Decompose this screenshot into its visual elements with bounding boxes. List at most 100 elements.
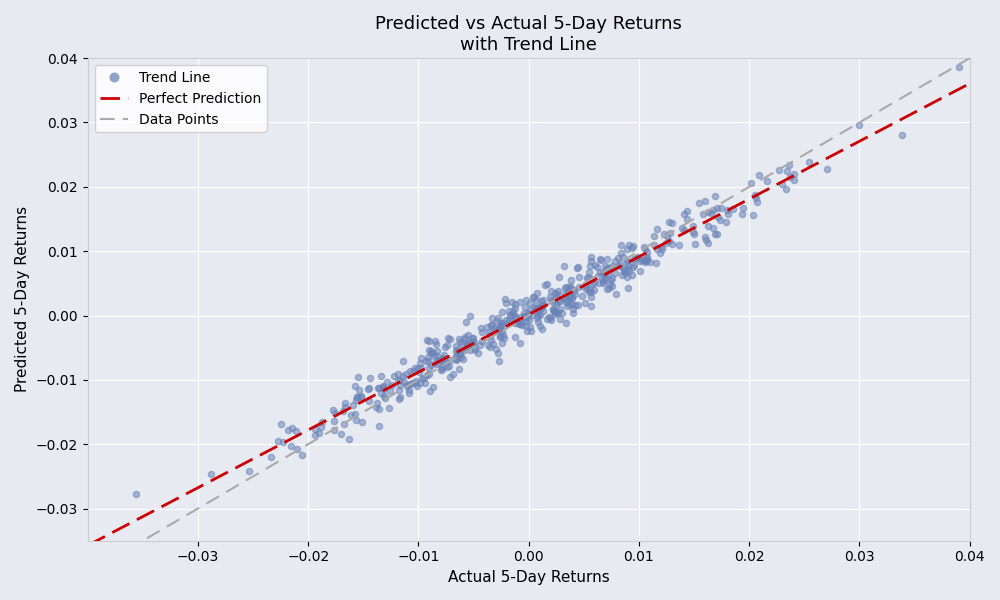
Point — [481, 328, 497, 337]
Point — [454, 339, 470, 349]
Point — [579, 274, 595, 283]
Point — [474, 328, 490, 337]
Point — [441, 361, 457, 371]
Point — [464, 340, 480, 349]
Point — [313, 422, 329, 432]
Point — [552, 305, 568, 314]
Point — [597, 273, 613, 283]
Point — [632, 266, 648, 276]
Point — [603, 263, 619, 272]
Point — [451, 364, 467, 373]
Point — [426, 351, 442, 361]
Point — [616, 266, 632, 275]
Point — [517, 313, 533, 322]
Point — [327, 409, 343, 418]
Point — [453, 352, 469, 362]
Point — [686, 230, 702, 239]
Point — [564, 293, 580, 302]
Point — [703, 208, 719, 218]
Point — [425, 348, 441, 358]
Point — [529, 304, 545, 313]
Point — [498, 298, 514, 308]
Point — [530, 308, 546, 317]
Point — [373, 388, 389, 398]
Point — [493, 319, 509, 328]
Point — [630, 253, 646, 262]
Point — [485, 340, 501, 349]
Point — [524, 311, 540, 320]
Point — [484, 313, 500, 322]
Point — [434, 355, 450, 365]
Point — [436, 353, 452, 362]
Point — [409, 381, 425, 391]
Point — [569, 263, 585, 273]
Point — [349, 392, 365, 402]
Point — [373, 371, 389, 381]
Point — [369, 398, 385, 408]
Point — [687, 239, 703, 249]
Point — [505, 306, 521, 316]
Point — [353, 392, 369, 402]
Point — [543, 316, 559, 325]
Point — [583, 287, 599, 296]
Point — [412, 379, 428, 388]
Point — [648, 259, 664, 268]
Point — [463, 338, 479, 347]
Point — [583, 257, 599, 266]
Point — [448, 352, 464, 361]
Point — [782, 172, 798, 181]
Point — [335, 406, 351, 416]
Point — [429, 346, 445, 356]
Point — [325, 406, 341, 415]
Point — [466, 337, 482, 346]
Point — [371, 421, 387, 431]
Point — [337, 403, 353, 412]
Point — [495, 319, 511, 328]
Point — [275, 437, 291, 447]
Point — [390, 370, 406, 379]
Point — [445, 370, 461, 379]
Point — [423, 349, 439, 358]
Point — [518, 316, 534, 326]
Point — [604, 262, 620, 271]
Point — [658, 238, 674, 248]
Point — [565, 304, 581, 314]
Point — [347, 382, 363, 391]
Point — [311, 428, 327, 437]
Point — [203, 469, 219, 479]
Title: Predicted vs Actual 5-Day Returns
with Trend Line: Predicted vs Actual 5-Day Returns with T… — [375, 15, 682, 54]
Point — [451, 334, 467, 344]
Point — [375, 382, 391, 392]
Point — [697, 233, 713, 242]
Point — [537, 281, 553, 290]
Point — [442, 372, 458, 382]
Point — [371, 383, 387, 392]
Point — [512, 319, 528, 329]
X-axis label: Actual 5-Day Returns: Actual 5-Day Returns — [448, 570, 610, 585]
Point — [421, 345, 437, 355]
Point — [427, 359, 443, 368]
Point — [584, 274, 600, 284]
Point — [482, 343, 498, 352]
Point — [467, 346, 483, 355]
Point — [360, 384, 376, 394]
Point — [564, 299, 580, 309]
Point — [582, 261, 598, 271]
Point — [402, 379, 418, 389]
Point — [421, 364, 437, 373]
Point — [417, 379, 433, 388]
Point — [510, 317, 526, 326]
Point — [597, 269, 613, 279]
Point — [457, 332, 473, 341]
Point — [411, 367, 427, 377]
Point — [951, 62, 967, 71]
Point — [437, 343, 453, 352]
Point — [512, 338, 528, 348]
Point — [516, 311, 532, 320]
Point — [533, 296, 549, 306]
Point — [392, 392, 408, 402]
Point — [632, 256, 648, 266]
Point — [504, 297, 520, 307]
Point — [700, 208, 716, 217]
Point — [580, 272, 596, 282]
